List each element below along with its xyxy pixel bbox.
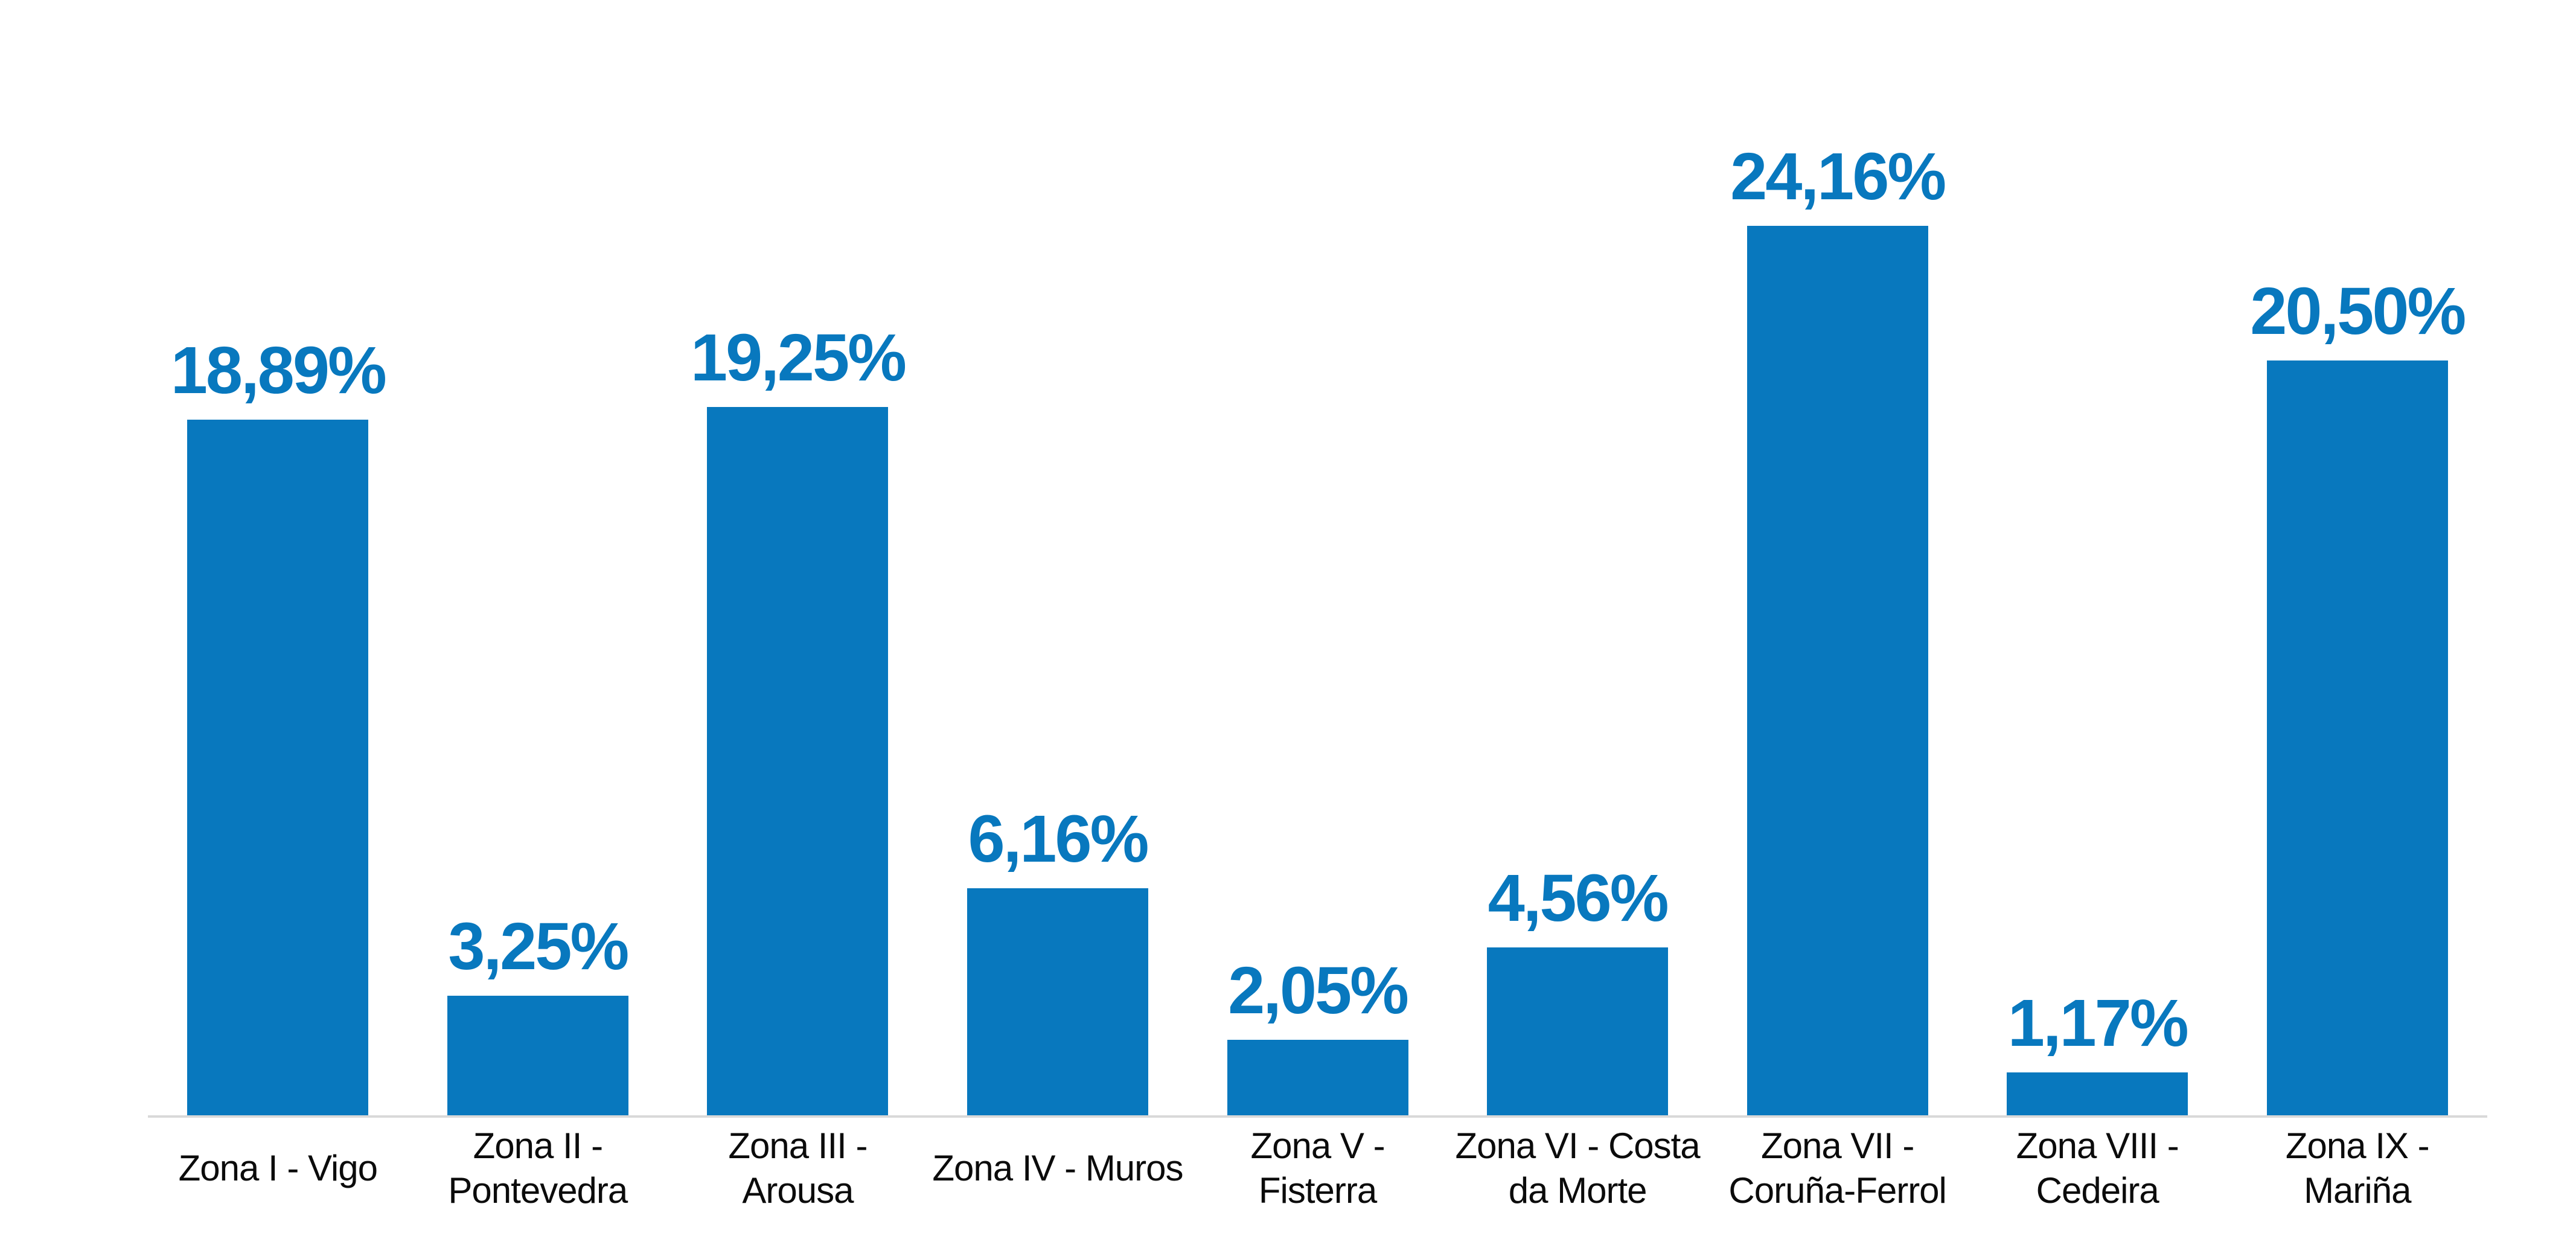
plot-area: 18,89% 3,25% 19,25% 6,16% 2,05% 4,56% 24,16% 1,…: [148, 141, 2488, 1118]
category-label: Zona II - Pontevedra: [408, 1119, 668, 1218]
bar: [1487, 947, 1669, 1115]
category-label: Zona III - Arousa: [668, 1119, 928, 1218]
bar-group: 6,16%: [928, 181, 1188, 1115]
category-label-line: Arousa: [742, 1170, 854, 1211]
bar-group: 4,56%: [1448, 181, 1708, 1115]
category-label: Zona IV - Muros: [928, 1119, 1188, 1218]
bar: [187, 420, 369, 1115]
category-label: Zona V - Fisterra: [1187, 1119, 1448, 1218]
category-label-line: Zona II -: [473, 1126, 603, 1166]
bar: [1227, 1040, 1408, 1115]
category-label: Zona VII - Coruña-Ferrol: [1707, 1119, 1967, 1218]
value-label: 1,17%: [2007, 985, 2189, 1060]
bar: [2266, 360, 2448, 1115]
bar-group: 24,16%: [1707, 141, 1967, 1115]
value-label: 24,16%: [1730, 139, 1946, 214]
bar: [447, 996, 628, 1115]
category-label-line: Coruña-Ferrol: [1728, 1170, 1946, 1211]
category-label: Zona VI - Costa da Morte: [1448, 1119, 1708, 1218]
value-label: 4,56%: [1488, 860, 1669, 935]
bar-group: 3,25%: [408, 181, 668, 1115]
x-axis-labels: Zona I - Vigo Zona II - Pontevedra Zona III…: [148, 1119, 2487, 1218]
category-label-line: Cedeira: [2036, 1170, 2159, 1211]
bar: [2007, 1072, 2188, 1115]
category-label-line: Pontevedra: [448, 1170, 628, 1211]
bar-group: 2,05%: [1187, 181, 1448, 1115]
category-label-line: da Morte: [1508, 1170, 1648, 1211]
category-label-line: Zona I - Vigo: [178, 1148, 378, 1188]
category-label-line: Zona VI - Costa: [1455, 1126, 1701, 1166]
bar: [707, 407, 889, 1115]
value-label: 19,25%: [690, 320, 907, 395]
category-label: Zona VIII - Cedeira: [1967, 1119, 2228, 1218]
bar: [967, 888, 1148, 1115]
bar-group: 1,17%: [1967, 181, 2228, 1115]
value-label: 2,05%: [1228, 953, 1409, 1028]
bar: [1747, 226, 1928, 1115]
value-label: 18,89%: [170, 333, 387, 408]
category-label-line: Zona IV - Muros: [932, 1148, 1183, 1188]
category-label-line: Zona V -: [1250, 1126, 1385, 1166]
category-label-line: Fisterra: [1258, 1170, 1377, 1211]
category-label-line: Zona VII -: [1760, 1126, 1914, 1166]
value-label: 20,50%: [2250, 274, 2466, 348]
category-label: Zona IX - Mariña: [2228, 1119, 2488, 1218]
bar-group: 18,89%: [148, 181, 408, 1115]
value-label: 6,16%: [968, 801, 1149, 876]
category-label: Zona I - Vigo: [148, 1119, 408, 1218]
bar-group: 19,25%: [668, 181, 928, 1115]
category-label-line: Zona IX -: [2285, 1126, 2430, 1166]
category-label-line: Mariña: [2304, 1170, 2411, 1211]
category-label-line: Zona VIII -: [2016, 1126, 2179, 1166]
bar-group: 20,50%: [2228, 181, 2488, 1115]
category-label-line: Zona III -: [728, 1126, 868, 1166]
value-label: 3,25%: [448, 909, 629, 984]
